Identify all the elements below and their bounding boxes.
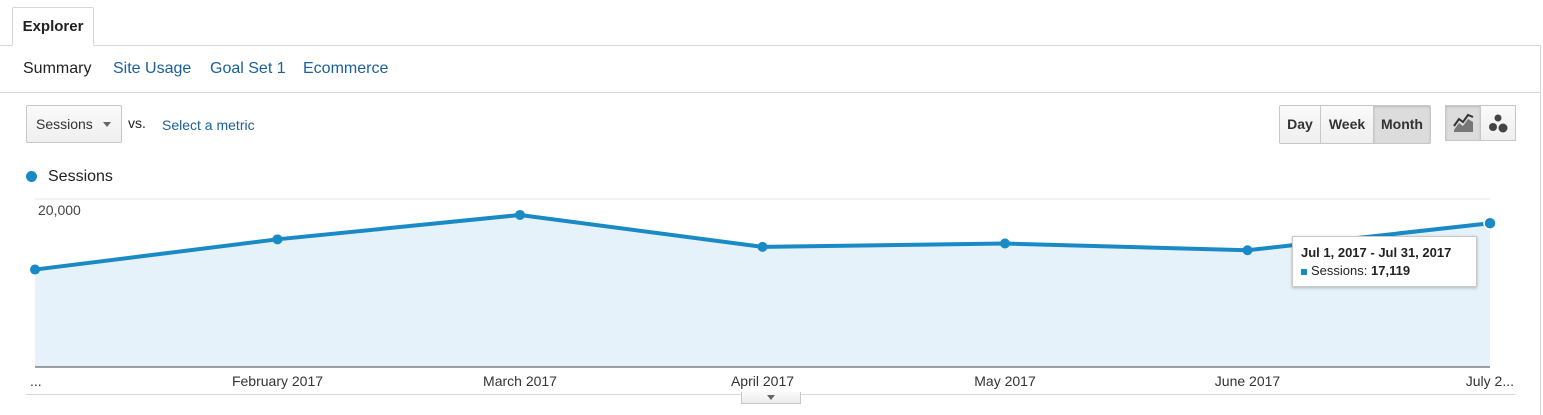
- motion-chart-icon: [1489, 114, 1508, 133]
- tooltip-metric-label: Sessions:: [1311, 263, 1368, 278]
- y-tick-label: 20,000: [38, 202, 81, 218]
- tab-explorer[interactable]: Explorer: [12, 7, 94, 46]
- x-tick-label: April 2017: [731, 373, 794, 389]
- sessions-point: [1483, 216, 1497, 230]
- panel-border: [1540, 45, 1541, 415]
- x-tick-label: March 2017: [483, 373, 557, 389]
- sessions-area: [35, 214, 1490, 367]
- x-tick-label: July 2...: [1466, 373, 1514, 389]
- tooltip-series-swatch: [1301, 268, 1307, 275]
- sessions-point: [1242, 245, 1253, 256]
- period-week-button[interactable]: Week: [1320, 105, 1374, 144]
- select-metric-link[interactable]: Select a metric: [162, 117, 255, 133]
- legend-label: Sessions: [48, 168, 113, 185]
- subnav-summary[interactable]: Summary: [23, 60, 92, 77]
- report-subnav: Summary Site Usage Goal Set 1 Ecommerce: [0, 46, 1541, 93]
- period-month-button[interactable]: Month: [1373, 105, 1431, 144]
- legend-dot-icon: [26, 171, 37, 182]
- sessions-point: [30, 264, 40, 275]
- tooltip-range: Jul 1, 2017 - Jul 31, 2017: [1301, 245, 1452, 260]
- subnav-ecommerce[interactable]: Ecommerce: [303, 60, 389, 77]
- line-chart-button[interactable]: [1445, 105, 1481, 141]
- chart-expand-handle[interactable]: [741, 392, 801, 404]
- sessions-point: [1000, 238, 1010, 249]
- subnav-goal-set-1[interactable]: Goal Set 1: [210, 60, 286, 77]
- sessions-point: [515, 209, 525, 220]
- vs-label: vs.: [128, 115, 146, 131]
- sessions-point: [757, 241, 768, 252]
- x-tick-label: June 2017: [1215, 373, 1281, 389]
- chart-tooltip: Jul 1, 2017 - Jul 31, 2017 Sessions: 17,…: [1292, 236, 1477, 287]
- tab-bar: Explorer: [0, 0, 1541, 46]
- motion-chart-button[interactable]: [1480, 105, 1516, 141]
- x-tick-label: May 2017: [974, 373, 1036, 389]
- chart-type-toggle: [1445, 105, 1516, 141]
- subnav-site-usage[interactable]: Site Usage: [113, 60, 192, 77]
- line-chart-icon: [1453, 113, 1474, 132]
- x-tick-label: ...: [30, 373, 42, 389]
- sessions-point: [272, 234, 283, 245]
- chevron-down-icon: [767, 395, 775, 400]
- tooltip-metric-value: 17,119: [1371, 263, 1411, 278]
- chevron-down-icon: [103, 122, 111, 127]
- metric-dropdown-value: Sessions: [36, 116, 93, 132]
- period-toggle: Day Week Month: [1279, 105, 1431, 144]
- x-tick-label: February 2017: [232, 373, 323, 389]
- period-day-button[interactable]: Day: [1279, 105, 1321, 144]
- metric-dropdown[interactable]: Sessions: [26, 105, 122, 143]
